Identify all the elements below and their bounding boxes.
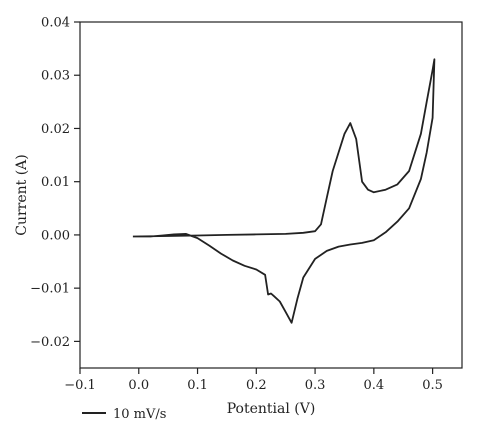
series-line-10mvs bbox=[132, 58, 436, 324]
x-tick-label: 0.2 bbox=[246, 378, 267, 393]
x-axis-label: Potential (V) bbox=[227, 401, 316, 417]
y-tick-label: 0.04 bbox=[41, 16, 70, 31]
y-tick-label: 0.03 bbox=[41, 69, 70, 84]
x-tick-label: 0.5 bbox=[422, 378, 443, 393]
x-tick-label: 0.0 bbox=[128, 378, 149, 393]
y-tick-label: 0.00 bbox=[41, 228, 70, 243]
y-axis-ticks: −0.02 −0.01 0.00 0.01 0.02 0.03 0.04 bbox=[30, 16, 80, 350]
legend-label-10mvs: 10 mV/s bbox=[113, 407, 166, 422]
y-tick-label: −0.01 bbox=[30, 282, 70, 297]
x-tick-label: 0.4 bbox=[364, 378, 385, 393]
plot-frame bbox=[79, 21, 463, 369]
y-tick-label: 0.02 bbox=[41, 122, 70, 137]
x-axis-ticks: −0.1 0.0 0.1 0.2 0.3 0.4 0.5 bbox=[64, 368, 443, 393]
series-layer bbox=[132, 58, 436, 324]
x-tick-label: −0.1 bbox=[64, 378, 96, 393]
y-tick-label: −0.02 bbox=[30, 335, 70, 350]
x-tick-label: 0.3 bbox=[305, 378, 326, 393]
y-tick-label: 0.01 bbox=[41, 175, 70, 190]
y-axis-label: Current (A) bbox=[14, 154, 30, 236]
x-tick-label: 0.1 bbox=[187, 378, 208, 393]
legend: 10 mV/s bbox=[82, 407, 166, 422]
